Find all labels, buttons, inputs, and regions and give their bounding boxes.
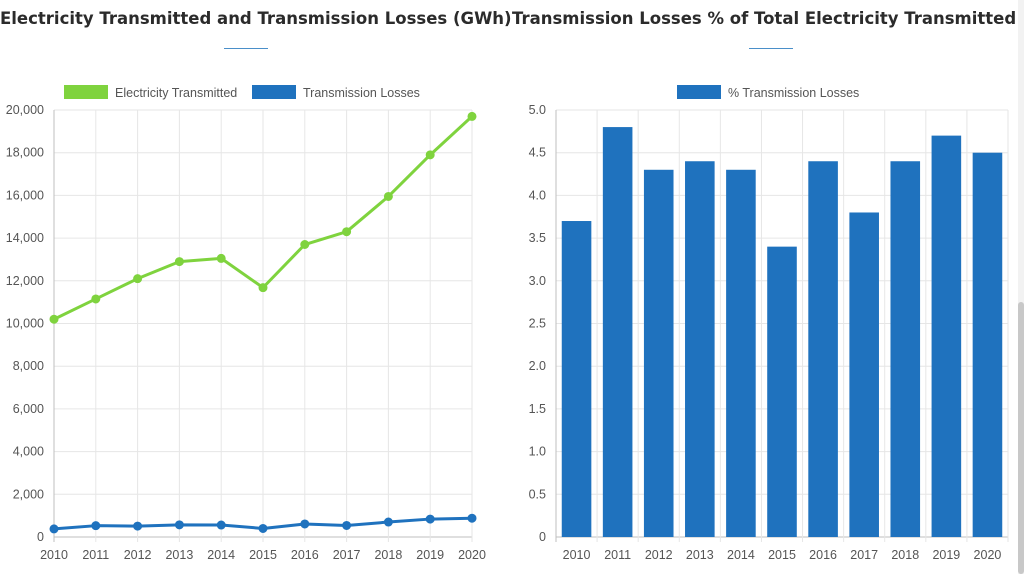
data-point	[342, 520, 352, 530]
scrollbar-thumb[interactable]	[1018, 302, 1024, 574]
x-tick-label: 2019	[416, 548, 444, 562]
y-tick-label: 2,000	[13, 487, 44, 501]
data-point	[383, 191, 393, 201]
y-tick-label: 1.0	[529, 445, 546, 459]
x-tick-label: 2018	[891, 548, 919, 562]
bar	[849, 212, 879, 538]
data-point	[49, 314, 59, 324]
scrollbar-track[interactable]	[1018, 0, 1024, 574]
data-point	[174, 257, 184, 267]
x-tick-label: 2014	[727, 548, 755, 562]
data-point	[300, 519, 310, 529]
bar	[890, 161, 921, 538]
data-point	[216, 253, 226, 263]
y-tick-label: 18,000	[6, 146, 44, 160]
x-tick-label: 2010	[40, 548, 68, 562]
x-tick-label: 2014	[207, 548, 235, 562]
data-point	[91, 521, 101, 531]
data-point	[49, 524, 59, 534]
data-point	[383, 517, 393, 527]
bar	[602, 127, 633, 537]
x-tick-label: 2020	[974, 548, 1002, 562]
y-tick-label: 20,000	[6, 103, 44, 117]
line-chart-panel: Electricity Transmitted and Transmission…	[0, 0, 512, 574]
bar	[561, 221, 592, 537]
y-tick-label: 12,000	[6, 274, 44, 288]
x-tick-label: 2013	[686, 548, 714, 562]
legend-label: Transmission Losses	[303, 86, 420, 100]
data-point	[300, 240, 310, 250]
y-tick-label: 10,000	[6, 317, 44, 331]
y-tick-label: 8,000	[13, 359, 44, 373]
y-tick-label: 2.5	[529, 317, 546, 331]
y-tick-label: 14,000	[6, 231, 44, 245]
bar	[972, 152, 1003, 537]
bar	[808, 161, 838, 538]
data-point	[425, 150, 435, 160]
x-tick-label: 2012	[645, 548, 673, 562]
bar-chart-title-underline	[749, 48, 793, 49]
y-tick-label: 16,000	[6, 188, 44, 202]
legend-swatch	[677, 85, 721, 99]
data-point	[258, 283, 268, 293]
y-tick-label: 6,000	[13, 402, 44, 416]
y-tick-label: 3.0	[529, 274, 546, 288]
y-tick-label: 3.5	[529, 231, 546, 245]
data-point	[467, 111, 477, 121]
y-tick-label: 2.0	[529, 359, 546, 373]
legend-swatch	[64, 85, 108, 99]
bar-chart-title: Transmission Losses % of Total Electrici…	[512, 9, 1017, 28]
bar	[931, 135, 962, 537]
x-tick-label: 2017	[333, 548, 361, 562]
line-chart-title-underline	[224, 48, 268, 49]
line-chart: 0 2,000 4,000 6,000 8,000 10,000 12,000 14,000 1…	[6, 85, 486, 562]
data-point	[216, 520, 226, 530]
bar	[726, 169, 756, 537]
data-point	[133, 274, 143, 284]
bar	[685, 161, 715, 538]
y-tick-label: 0	[37, 530, 44, 544]
x-tick-label: 2020	[458, 548, 486, 562]
x-tick-label: 2015	[249, 548, 277, 562]
data-point	[425, 514, 435, 524]
x-tick-label: 2016	[809, 548, 837, 562]
y-tick-label: 4.0	[529, 188, 546, 202]
data-point	[342, 227, 352, 237]
x-tick-label: 2018	[374, 548, 402, 562]
x-tick-label: 2013	[165, 548, 193, 562]
y-tick-label: 0.5	[529, 487, 546, 501]
legend-swatch	[252, 85, 296, 99]
bar	[643, 169, 674, 537]
x-tick-label: 2017	[850, 548, 878, 562]
y-tick-label: 4,000	[13, 445, 44, 459]
data-point	[133, 521, 143, 531]
x-tick-label: 2015	[768, 548, 796, 562]
bar-chart-panel: Transmission Losses % of Total Electrici…	[512, 0, 1017, 574]
x-tick-label: 2012	[124, 548, 152, 562]
line-chart-title: Electricity Transmitted and Transmission…	[0, 9, 512, 28]
legend-label: % Transmission Losses	[728, 86, 859, 100]
x-tick-label: 2011	[82, 548, 109, 562]
data-point	[91, 294, 101, 304]
bar	[767, 246, 797, 537]
data-point	[174, 520, 184, 530]
x-tick-label: 2011	[604, 548, 631, 562]
y-tick-label: 5.0	[529, 103, 546, 117]
x-tick-label: 2016	[291, 548, 319, 562]
data-point	[258, 523, 268, 533]
bar-chart: 0 0.5 1.0 1.5 2.0 2.5 3.0 3.5 4.0 4.5 5.0 2010 2011 2…	[529, 85, 1009, 562]
y-tick-label: 1.5	[529, 402, 546, 416]
x-tick-label: 2019	[932, 548, 960, 562]
y-tick-label: 0	[539, 530, 546, 544]
x-tick-label: 2010	[563, 548, 591, 562]
y-tick-label: 4.5	[529, 146, 546, 160]
legend-label: Electricity Transmitted	[115, 86, 237, 100]
data-point	[467, 513, 477, 523]
